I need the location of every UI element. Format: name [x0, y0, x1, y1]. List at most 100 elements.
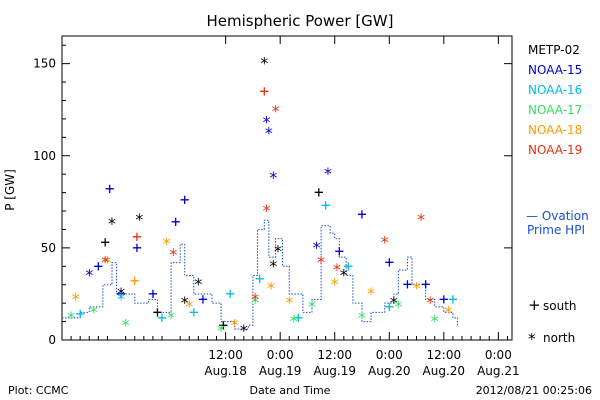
data-point: +: [153, 302, 163, 321]
data-point: +: [116, 284, 126, 303]
data-point: *: [412, 278, 422, 297]
south-symbol: +: [528, 296, 541, 314]
data-point: *: [323, 164, 333, 183]
data-point: +: [439, 289, 449, 308]
x-tick-date-label: Aug.18: [204, 364, 247, 378]
data-point: *: [121, 315, 131, 334]
data-point: *: [66, 308, 76, 327]
ovation-series-line: [62, 219, 458, 330]
data-point: *: [116, 284, 126, 303]
legend: METP-02 NOAA-15 NOAA-16 NOAA-17 NOAA-18 NOAA-…: [528, 43, 582, 157]
x-tick-time-label: 12:00: [208, 348, 243, 362]
data-point: +: [334, 242, 344, 261]
x-tick-time-label: 12:00: [427, 348, 462, 362]
data-point: +: [75, 304, 85, 323]
data-point: +: [157, 308, 167, 327]
y-tick-label: 150: [33, 57, 56, 71]
x-tick-date-label: Aug.19: [259, 364, 302, 378]
data-point: *: [71, 289, 81, 308]
data-point: *: [273, 242, 283, 261]
data-point: *: [266, 278, 276, 297]
data-point: *: [239, 321, 249, 340]
data-point: +: [421, 275, 431, 294]
data-point: +: [130, 271, 140, 290]
data-point: *: [357, 308, 367, 327]
ovation-legend: — Ovation Prime HPI: [526, 209, 589, 237]
plot-area: [61, 35, 513, 341]
data-point: *: [394, 297, 404, 316]
x-tick-time-label: 12:00: [317, 348, 352, 362]
data-point: *: [316, 253, 326, 272]
data-point: +: [148, 284, 158, 303]
data-point: *: [284, 293, 294, 312]
plot-credit: Plot: CCMC: [8, 384, 69, 397]
data-point: +: [94, 256, 104, 275]
data-point: *: [250, 293, 260, 312]
data-point: *: [380, 232, 390, 251]
x-tick-date-label: Aug.19: [313, 364, 356, 378]
data-point: *: [169, 245, 179, 264]
ovation-line-path: [62, 219, 458, 330]
legend-entry: NOAA-19: [528, 143, 582, 157]
data-point: +: [384, 297, 394, 316]
data-point: *: [416, 210, 426, 229]
data-point: +: [357, 205, 367, 224]
data-point: +: [294, 308, 304, 327]
data-point: *: [271, 102, 281, 121]
data-point: *: [269, 168, 279, 187]
x-tick-time-label: 0:00: [267, 348, 294, 362]
data-point: *: [444, 302, 454, 321]
data-point: +: [321, 196, 331, 215]
y-axis: 0 50 100 150: [33, 44, 512, 347]
x-tick-time-label: 0:00: [376, 348, 403, 362]
data-point: *: [84, 266, 94, 285]
data-point: +: [225, 284, 235, 303]
data-point: *: [262, 113, 272, 132]
data-point: +: [314, 183, 324, 202]
chart-title: Hemispheric Power [GW]: [207, 12, 394, 30]
data-point: *: [216, 321, 226, 340]
data-point: +: [132, 238, 142, 257]
data-point: *: [332, 260, 342, 279]
data-point: *: [330, 275, 340, 294]
data-point: *: [264, 124, 274, 143]
data-point: *: [269, 256, 279, 275]
plot-timestamp: 2012/08/21 00:25:06: [476, 384, 592, 397]
data-point: *: [339, 266, 349, 285]
x-axis: 12:00 Aug.18 0:00 Aug.19 12:00 Aug.19 0:00 Aug.…: [70, 36, 520, 378]
data-point: +: [198, 289, 208, 308]
data-point: +: [219, 315, 229, 334]
north-symbol: *: [528, 330, 536, 348]
y-tick-label: 50: [41, 241, 56, 255]
data-point: *: [430, 312, 440, 331]
data-point: *: [194, 275, 204, 294]
symbol-key: + south * north: [528, 296, 577, 348]
data-point: *: [180, 293, 190, 312]
data-point: *: [103, 253, 113, 272]
data-point: *: [366, 284, 376, 303]
y-tick-label: 100: [33, 149, 56, 163]
data-point: +: [105, 179, 115, 198]
data-points: +* *+* **+ ****+*** ++++++++*** ** ++++ +++*+ ++…: [66, 54, 457, 340]
data-point: +: [344, 256, 354, 275]
data-point: *: [312, 238, 322, 257]
x-axis-label: Date and Time: [250, 384, 331, 397]
legend-entry: NOAA-18: [528, 123, 582, 137]
legend-entry: NOAA-15: [528, 63, 582, 77]
data-point: *: [184, 297, 194, 316]
data-point: +: [180, 190, 190, 209]
data-point: *: [289, 312, 299, 331]
data-point: *: [250, 289, 260, 308]
data-point: +: [132, 227, 142, 246]
data-point: +: [384, 253, 394, 272]
data-point: *: [166, 308, 176, 327]
data-point: *: [389, 293, 399, 312]
data-point: *: [307, 297, 317, 316]
north-key-label: north: [543, 331, 575, 345]
data-point: +: [100, 232, 110, 251]
data-point: +: [255, 269, 265, 288]
x-tick-date-label: Aug.21: [477, 364, 520, 378]
legend-entry: NOAA-17: [528, 103, 582, 117]
data-point: +: [259, 81, 269, 100]
